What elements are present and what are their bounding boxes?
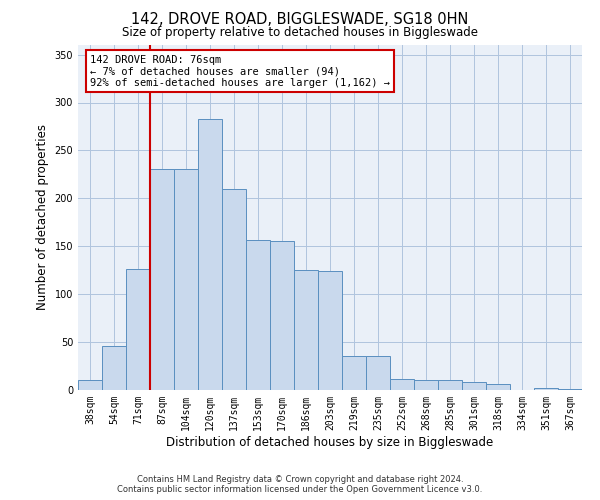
Text: 142 DROVE ROAD: 76sqm
← 7% of detached houses are smaller (94)
92% of semi-detac: 142 DROVE ROAD: 76sqm ← 7% of detached h… — [90, 54, 390, 88]
Bar — [534, 388, 558, 390]
Bar — [78, 380, 102, 390]
Y-axis label: Number of detached properties: Number of detached properties — [36, 124, 49, 310]
Bar — [270, 240, 294, 390]
Bar — [174, 168, 198, 390]
Bar — [414, 380, 438, 390]
Bar — [558, 389, 582, 390]
Bar — [486, 384, 510, 390]
Bar — [462, 382, 486, 390]
Bar — [390, 380, 414, 390]
Text: Size of property relative to detached houses in Biggleswade: Size of property relative to detached ho… — [122, 26, 478, 39]
Bar — [342, 356, 366, 390]
Text: 142, DROVE ROAD, BIGGLESWADE, SG18 0HN: 142, DROVE ROAD, BIGGLESWADE, SG18 0HN — [131, 12, 469, 28]
Bar — [150, 168, 174, 390]
Bar — [318, 271, 342, 390]
Bar — [438, 380, 462, 390]
Bar — [102, 346, 126, 390]
Bar — [366, 356, 390, 390]
X-axis label: Distribution of detached houses by size in Biggleswade: Distribution of detached houses by size … — [166, 436, 494, 448]
Bar — [294, 270, 318, 390]
Text: Contains HM Land Registry data © Crown copyright and database right 2024.
Contai: Contains HM Land Registry data © Crown c… — [118, 474, 482, 494]
Bar — [246, 240, 270, 390]
Bar — [222, 188, 246, 390]
Bar — [198, 119, 222, 390]
Bar — [126, 269, 150, 390]
